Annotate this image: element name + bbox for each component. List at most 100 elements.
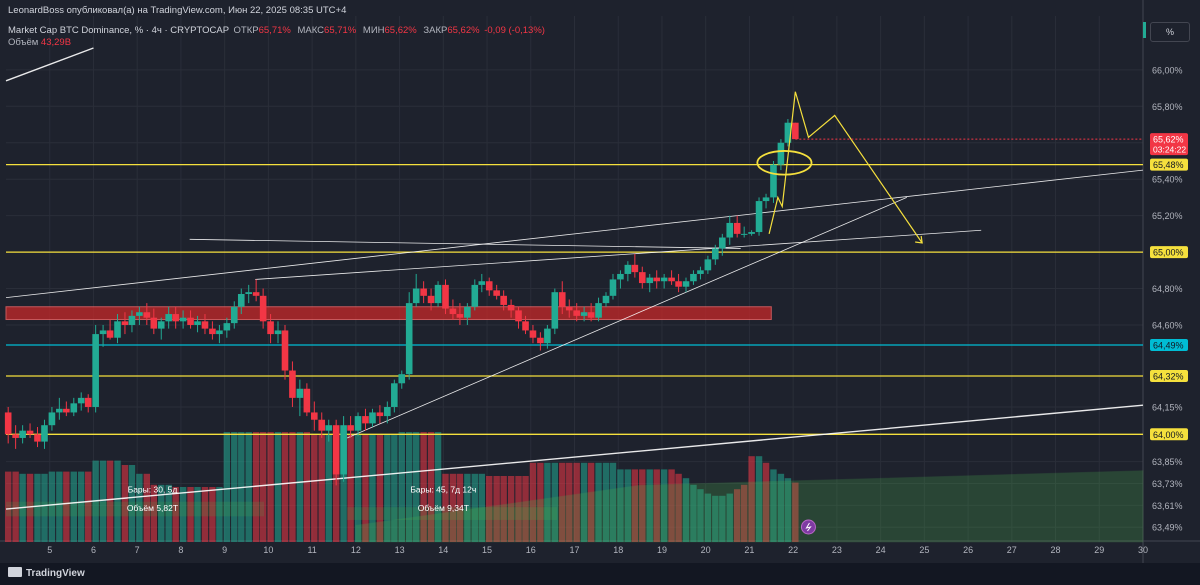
price-label-text: 65,48% — [1153, 160, 1184, 170]
candle-up — [369, 412, 376, 424]
volume-bar-down — [515, 476, 522, 542]
volume-bar-down — [143, 473, 151, 542]
price-label-badge[interactable] — [1150, 370, 1188, 382]
low-label: МИН — [362, 25, 385, 36]
highlight-ellipse[interactable] — [756, 150, 813, 176]
trendline[interactable] — [346, 197, 908, 439]
candle-down — [84, 397, 92, 407]
volume-bar-down — [587, 462, 595, 542]
volume-bar-up — [216, 487, 223, 542]
volume-bar-up — [194, 487, 201, 542]
volume-bar-down — [281, 432, 289, 542]
candle-up — [719, 237, 726, 249]
countdown-text: 03:24:22 — [1153, 145, 1186, 155]
price-label-badge[interactable] — [1150, 428, 1188, 441]
candle-up — [471, 284, 479, 307]
open-value: 65,71% — [258, 25, 291, 36]
price-label-badge[interactable] — [1150, 133, 1188, 156]
candle-up — [48, 412, 56, 426]
candle-down — [303, 388, 311, 413]
projection-line[interactable] — [768, 91, 923, 244]
change-value: -0,09 (-0,13%) — [484, 25, 545, 36]
symbol-title[interactable]: Market Cap BTC Dominance, % · 4ч · CRYPT… — [8, 25, 229, 36]
volume-bar-down — [85, 471, 92, 542]
candle-up — [136, 312, 143, 316]
price-label-badge[interactable] — [1150, 246, 1188, 259]
high-value: 65,71% — [324, 25, 357, 36]
time-axis[interactable]: 5 6 7 8 9 10 11 12 13 14 15 16 17 18 19 20 21 22 23 24 25 26 2… — [47, 545, 1148, 555]
volume-legend[interactable]: Объём 43,29В — [8, 37, 71, 48]
volume-bar-up — [128, 465, 136, 542]
range-box-1 — [6, 501, 265, 517]
time-tick-label: 18 — [613, 545, 623, 555]
horizontal-levels[interactable] — [6, 163, 1143, 435]
trendlines[interactable] — [5, 47, 1144, 510]
time-tick-label: 8 — [178, 545, 183, 555]
candle-up — [464, 306, 471, 318]
price-tick-label: 65,40% — [1152, 175, 1183, 185]
symbol-legend[interactable]: Market Cap BTC Dominance, % · 4ч · CRYPT… — [8, 25, 547, 36]
price-label-badge[interactable] — [1150, 339, 1188, 352]
candle-up — [624, 264, 632, 274]
candle-down — [529, 330, 537, 338]
volume-bar-down — [456, 473, 464, 542]
volume-bar-up — [369, 434, 376, 542]
volume-bar-up — [544, 462, 551, 542]
candle-down — [259, 295, 267, 322]
volume-bar-down — [26, 473, 34, 542]
trendline[interactable] — [5, 47, 94, 82]
candle-down — [311, 412, 318, 420]
measure-label: Бары: 45, 7д 12ч — [410, 485, 476, 495]
high-label: МАКС — [297, 25, 325, 36]
candle-up — [157, 321, 165, 329]
tradingview-logo[interactable]: TradingView — [8, 567, 85, 579]
volume-bar-up — [296, 432, 304, 542]
volume-bar-down — [675, 473, 682, 542]
volume-bar-up — [165, 484, 172, 542]
candle-down — [675, 281, 682, 287]
trendline[interactable] — [189, 238, 741, 249]
volume-bar-up — [551, 462, 559, 542]
candle-up — [245, 292, 253, 294]
volume-bar-up — [646, 469, 653, 542]
close-label: ЗАКР — [423, 25, 448, 36]
price-label-badge[interactable] — [1150, 158, 1188, 171]
projection-path[interactable] — [756, 91, 1143, 244]
candle-down — [515, 310, 522, 322]
candle-up — [580, 312, 588, 316]
candle-up — [398, 374, 406, 384]
time-tick-label: 24 — [876, 545, 886, 555]
candle-up — [128, 315, 136, 325]
candle-down — [558, 292, 566, 307]
volume-bar-down — [12, 471, 19, 542]
price-tick-label: 65,20% — [1152, 211, 1183, 221]
candle-up — [216, 330, 223, 335]
volume-bar-up — [136, 473, 143, 542]
candle-up — [325, 425, 333, 431]
trendline[interactable] — [5, 169, 1144, 299]
price-tick-label: 63,73% — [1152, 479, 1183, 489]
percent-scale-button[interactable]: % — [1150, 22, 1190, 42]
price-axis[interactable]: 66,00% 65,80% 65,40% 65,20% 64,80% 64,60% 64,1… — [1150, 65, 1188, 533]
volume-bar-up — [70, 471, 77, 542]
price-label-text: 65,62% — [1153, 135, 1184, 145]
volume-bar-down — [318, 434, 325, 542]
candle-down — [427, 295, 435, 304]
candle-down — [332, 425, 340, 475]
volume-bar-up — [99, 460, 107, 542]
volume-bar-up — [56, 471, 63, 542]
candle-down — [733, 222, 741, 234]
trendline[interactable] — [5, 404, 1144, 510]
candle-up — [391, 383, 398, 407]
volume-bar-up — [41, 473, 48, 542]
candle-down — [34, 434, 41, 442]
volume-bar-up — [179, 487, 187, 542]
trendline[interactable] — [255, 229, 982, 280]
volume-bar-down — [442, 473, 449, 542]
candle-up — [274, 330, 282, 335]
volume-bar-down — [427, 432, 435, 542]
volume-bar-down — [289, 432, 296, 542]
time-tick-label: 27 — [1007, 545, 1017, 555]
candle-up — [646, 277, 654, 284]
